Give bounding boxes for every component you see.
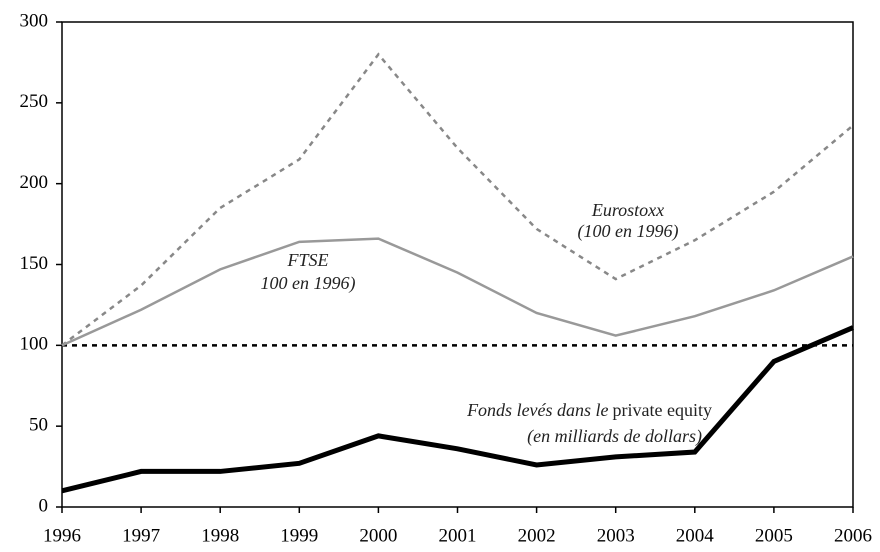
annotation: (100 en 1996): [578, 221, 679, 242]
x-tick-label: 2005: [755, 525, 793, 546]
annotation: (en milliards de dollars): [527, 426, 702, 447]
x-tick-label: 2002: [518, 525, 556, 546]
x-tick-label: 1996: [43, 525, 81, 546]
x-tick-label: 1999: [280, 525, 318, 546]
series-line: [61, 52, 854, 347]
annotation: Fonds levés dans le private equity: [466, 400, 712, 420]
annotation-part: Fonds levés dans le: [466, 400, 608, 420]
annotation: 100 en 1996): [261, 273, 356, 294]
series-line: [61, 325, 854, 494]
y-tick-label: 150: [20, 253, 49, 274]
y-tick-label: 250: [20, 91, 49, 112]
y-tick-label: 300: [20, 10, 49, 31]
y-tick-label: 0: [39, 495, 49, 516]
series-line: [61, 237, 854, 347]
x-tick-label: 1997: [122, 525, 160, 546]
x-tick-label: 2006: [834, 525, 872, 546]
y-tick-label: 50: [29, 415, 48, 436]
y-tick-label: 100: [20, 334, 49, 355]
x-tick-label: 2003: [597, 525, 635, 546]
annotation-part: private equity: [613, 400, 712, 420]
x-tick-label: 2001: [439, 525, 477, 546]
y-tick-label: 200: [20, 172, 49, 193]
x-tick-label: 1998: [201, 525, 239, 546]
x-tick-label: 2004: [676, 525, 715, 546]
plot-frame: [61, 21, 854, 508]
annotation: FTSE: [286, 250, 328, 270]
annotation: Eurostoxx: [591, 200, 664, 220]
x-tick-label: 2000: [359, 525, 397, 546]
